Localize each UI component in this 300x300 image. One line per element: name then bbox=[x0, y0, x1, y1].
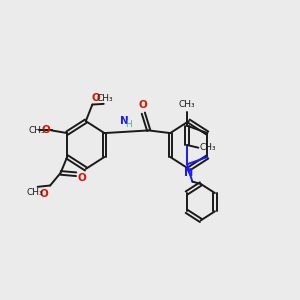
Text: CH₃: CH₃ bbox=[179, 100, 195, 109]
Text: CH₃: CH₃ bbox=[26, 188, 43, 197]
Text: CH₃: CH₃ bbox=[200, 143, 216, 152]
Text: N: N bbox=[120, 116, 128, 126]
Text: O: O bbox=[91, 93, 100, 103]
Text: CH₃: CH₃ bbox=[28, 126, 45, 135]
Text: O: O bbox=[42, 125, 50, 135]
Text: N: N bbox=[184, 168, 193, 178]
Text: H: H bbox=[126, 120, 132, 129]
Text: O: O bbox=[138, 100, 147, 110]
Text: CH₃: CH₃ bbox=[97, 94, 113, 103]
Text: O: O bbox=[40, 189, 48, 199]
Text: O: O bbox=[78, 172, 87, 182]
